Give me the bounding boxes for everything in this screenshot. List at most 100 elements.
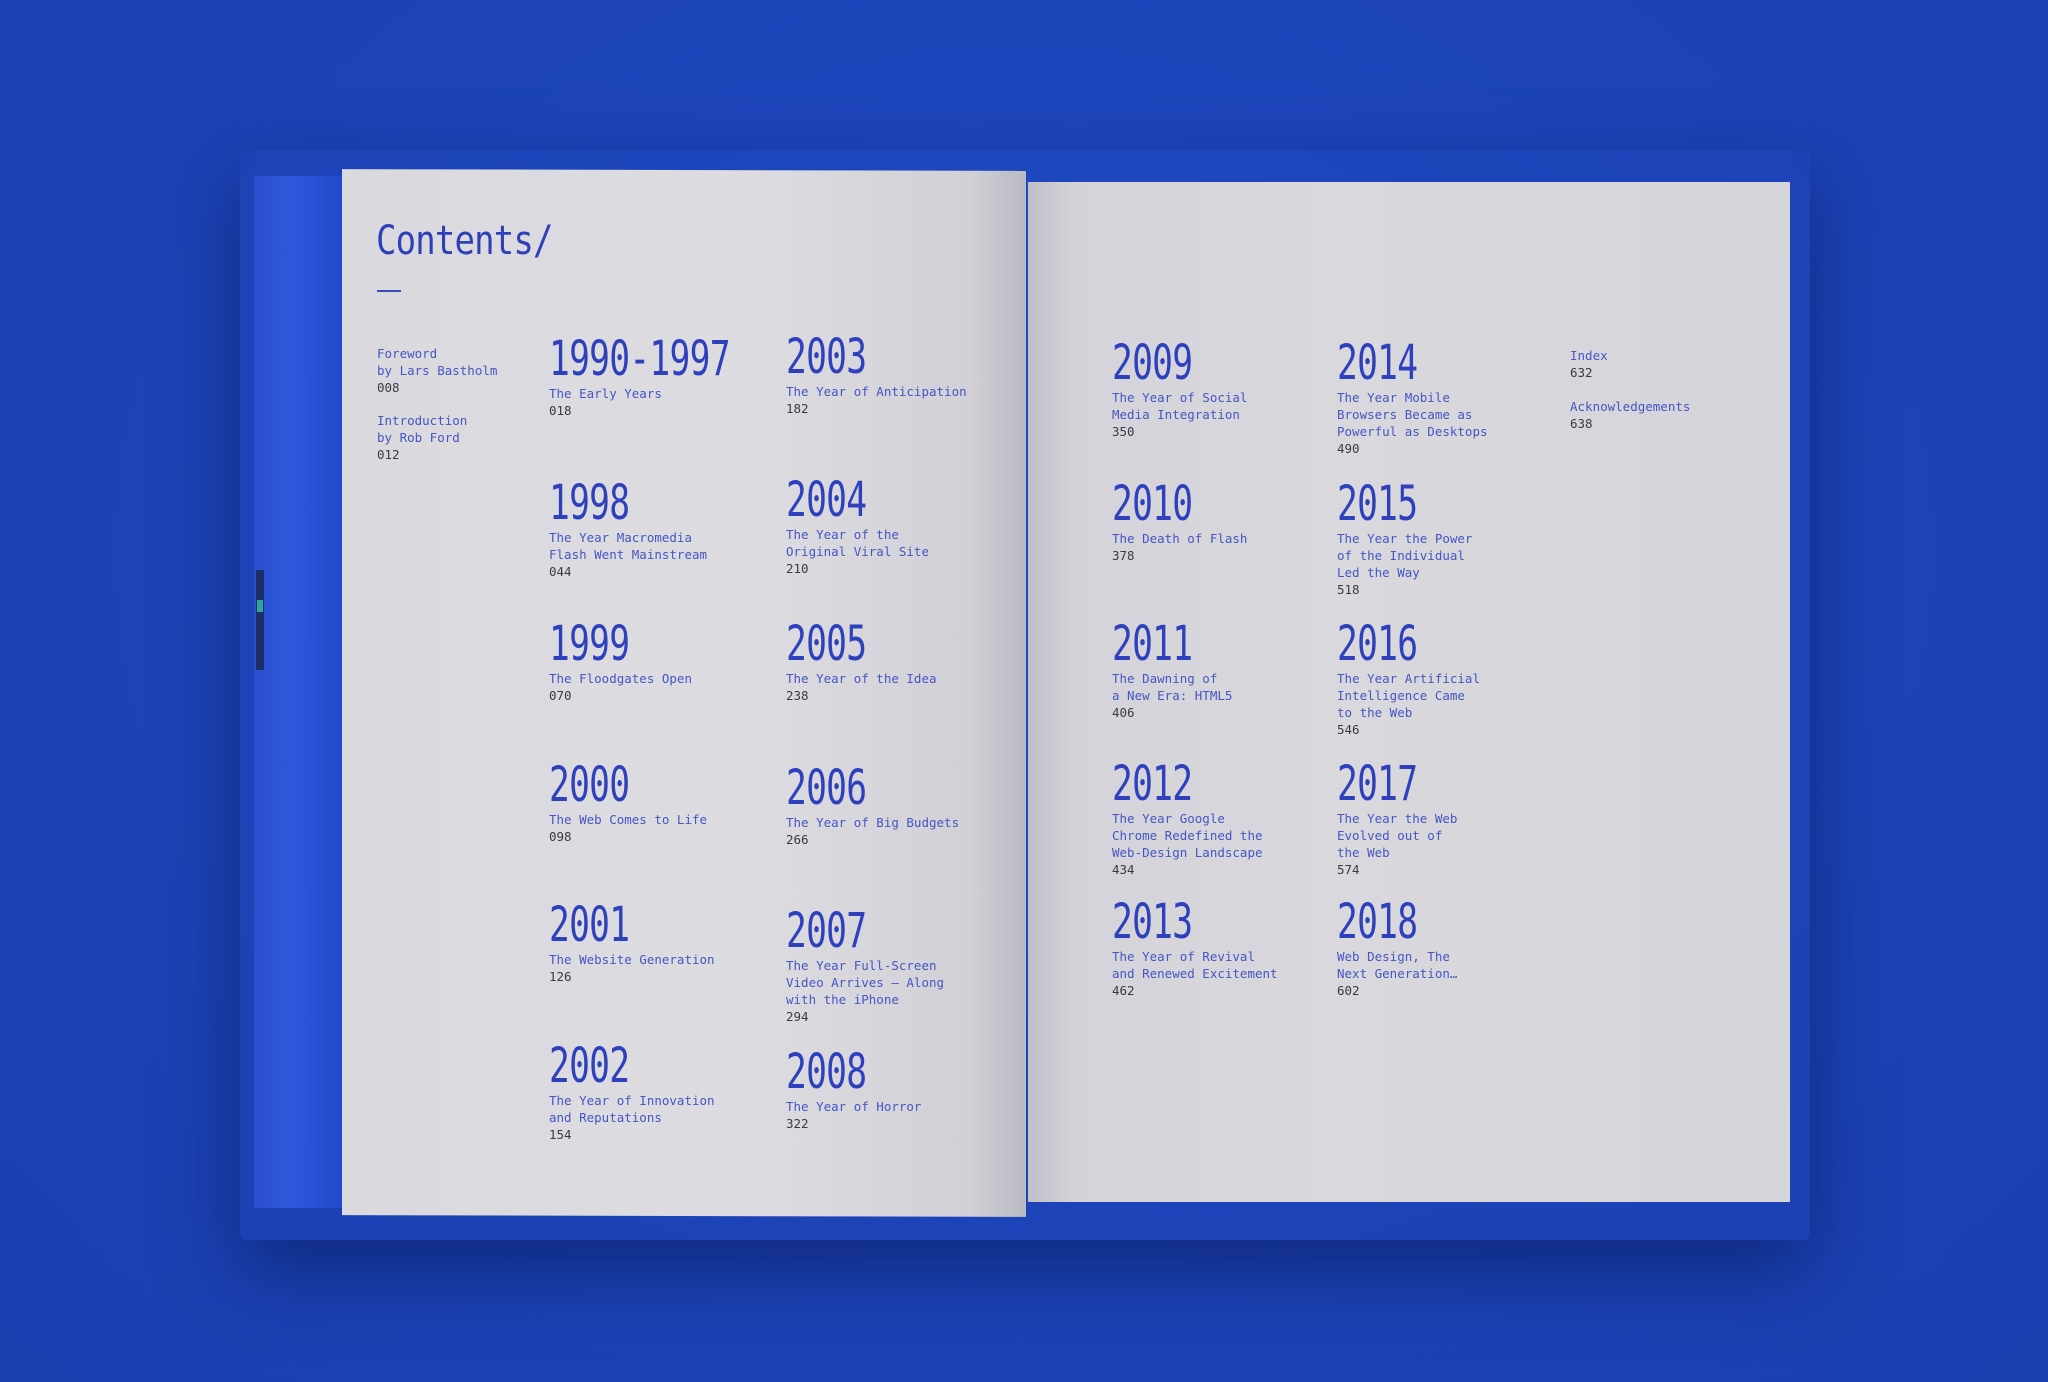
chapter-year: 2009 [1112,335,1193,391]
chapter-entry: 1998 The Year Macromedia Flash Went Mains… [549,475,708,580]
contents-title: Contents/ [376,218,553,264]
front-matter-label: Introduction by Rob Ford [377,413,468,445]
chapter-entry: 1999 The Floodgates Open 070 [549,616,692,704]
chapter-year: 2017 [1337,756,1418,812]
chapter-year: 2011 [1112,616,1193,672]
front-matter-label: Foreword by Lars Bastholm [377,346,498,378]
back-matter-label: Index [1570,348,1608,363]
chapter-title: The Dawning of a New Era: HTML5 [1112,671,1233,703]
front-matter-entry: Foreword by Lars Bastholm 008 [377,345,497,396]
chapter-entry: 1990-1997 The Early Years 018 [549,331,800,419]
chapter-page: 322 [786,1116,809,1131]
chapter-title: The Year of the Original Viral Site [786,527,929,559]
chapter-title: The Year of Horror [786,1099,922,1114]
chapter-page: 182 [786,401,809,416]
chapter-page: 574 [1337,862,1360,877]
chapter-title: The Website Generation [549,952,715,967]
chapter-entry: 2010 The Death of Flash 378 [1112,476,1248,564]
chapter-page: 098 [549,829,572,844]
chapter-year: 2016 [1337,616,1418,672]
chapter-title: The Year Google Chrome Redefined the Web… [1112,811,1263,860]
chapter-title: The Web Comes to Life [549,812,708,827]
chapter-title: The Year Full-Screen Video Arrives – Alo… [786,958,945,1007]
chapter-title: The Year of Innovation and Reputations [549,1093,715,1125]
chapter-title: The Year of Anticipation [786,384,967,399]
chapter-title: Web Design, The Next Generation… [1337,949,1458,981]
chapter-entry: 2016 The Year Artificial Intelligence Cam… [1337,616,1480,738]
chapter-entry: 2015 The Year the Power of the Individual… [1337,476,1473,598]
chapter-year: 2002 [549,1038,630,1094]
front-matter-entry: Introduction by Rob Ford 012 [377,412,467,463]
right-page [1028,182,1790,1202]
chapter-page: 070 [549,688,572,703]
chapter-entry: 2000 The Web Comes to Life 098 [549,757,708,845]
chapter-entry: 2001 The Website Generation 126 [549,897,715,985]
chapter-entry: 2005 The Year of the Idea 238 [786,616,937,704]
back-matter-entry: Acknowledgements 638 [1570,398,1690,432]
chapter-entry: 2007 The Year Full-Screen Video Arrives –… [786,903,945,1025]
chapter-page: 044 [549,564,572,579]
chapter-page: 154 [549,1127,572,1142]
chapter-year: 2004 [786,472,867,528]
chapter-page: 266 [786,832,809,847]
chapter-entry: 2002 The Year of Innovation and Reputatio… [549,1038,715,1143]
chapter-page: 546 [1337,722,1360,737]
chapter-title: The Floodgates Open [549,671,692,686]
book-cover [254,176,354,1208]
chapter-year: 1998 [549,475,630,531]
chapter-entry: 2004 The Year of the Original Viral Site 2… [786,472,929,577]
chapter-title: The Year of Revival and Renewed Exciteme… [1112,949,1278,981]
chapter-year: 1990-1997 [549,331,731,387]
chapter-year: 2013 [1112,894,1193,950]
chapter-page: 210 [786,561,809,576]
chapter-entry: 2018 Web Design, The Next Generation… 602 [1337,894,1458,999]
chapter-title: The Year of Big Budgets [786,815,960,830]
chapter-title: The Year the Power of the Individual Led… [1337,531,1473,580]
chapter-entry: 2009 The Year of Social Media Integration… [1112,335,1248,440]
chapter-entry: 2003 The Year of Anticipation 182 [786,329,967,417]
chapter-page: 238 [786,688,809,703]
chapter-title: The Year Macromedia Flash Went Mainstrea… [549,530,708,562]
cover-edge [256,570,264,670]
chapter-title: The Death of Flash [1112,531,1248,546]
chapter-page: 018 [549,403,572,418]
chapter-year: 2018 [1337,894,1418,950]
chapter-year: 2014 [1337,335,1418,391]
chapter-title: The Year Mobile Browsers Became as Power… [1337,390,1488,439]
chapter-year: 2000 [549,757,630,813]
chapter-year: 1999 [549,616,630,672]
chapter-year: 2015 [1337,476,1418,532]
chapter-year: 2008 [786,1044,867,1100]
title-rule [377,290,401,292]
chapter-year: 2003 [786,329,867,385]
chapter-title: The Year the Web Evolved out of the Web [1337,811,1458,860]
chapter-entry: 2014 The Year Mobile Browsers Became as P… [1337,335,1488,457]
chapter-entry: 2008 The Year of Horror 322 [786,1044,922,1132]
chapter-page: 462 [1112,983,1135,998]
chapter-year: 2001 [549,897,630,953]
chapter-page: 434 [1112,862,1135,877]
chapter-entry: 2011 The Dawning of a New Era: HTML5 406 [1112,616,1233,721]
chapter-year: 2005 [786,616,867,672]
chapter-page: 518 [1337,582,1360,597]
chapter-title: The Year Artificial Intelligence Came to… [1337,671,1480,720]
chapter-page: 350 [1112,424,1135,439]
chapter-entry: 2012 The Year Google Chrome Redefined the… [1112,756,1263,878]
back-matter-page: 638 [1570,416,1593,431]
chapter-title: The Early Years [549,386,662,401]
chapter-year: 2006 [786,760,867,816]
back-matter-entry: Index 632 [1570,347,1608,381]
chapter-year: 2010 [1112,476,1193,532]
front-matter-page: 008 [377,380,400,395]
chapter-page: 602 [1337,983,1360,998]
chapter-year: 2007 [786,903,867,959]
chapter-year: 2012 [1112,756,1193,812]
cover-edge-accent [257,600,263,612]
back-matter-label: Acknowledgements [1570,399,1691,414]
chapter-title: The Year of Social Media Integration [1112,390,1248,422]
chapter-entry: 2013 The Year of Revival and Renewed Exci… [1112,894,1278,999]
chapter-page: 406 [1112,705,1135,720]
chapter-entry: 2006 The Year of Big Budgets 266 [786,760,960,848]
chapter-page: 378 [1112,548,1135,563]
front-matter-page: 012 [377,447,400,462]
